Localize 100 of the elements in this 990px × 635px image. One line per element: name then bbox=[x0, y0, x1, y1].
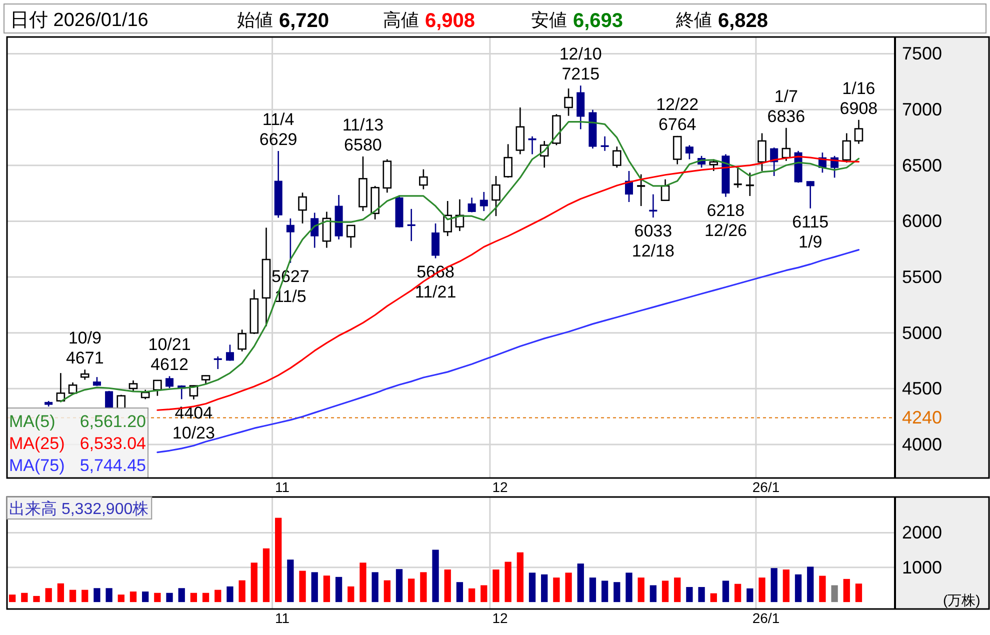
bar bbox=[601, 580, 608, 602]
text: 始値 6,720 bbox=[237, 10, 330, 32]
bar bbox=[662, 580, 669, 602]
bar bbox=[360, 562, 366, 602]
annotation: 12/22 6764 bbox=[656, 94, 699, 134]
bar bbox=[528, 572, 536, 602]
bar bbox=[238, 580, 246, 602]
bar bbox=[69, 590, 76, 602]
bar bbox=[432, 550, 439, 602]
candlestick bbox=[166, 376, 174, 389]
candlestick bbox=[770, 146, 778, 177]
bar bbox=[746, 588, 754, 602]
candlestick bbox=[310, 212, 319, 248]
y-tick-label: 2000 bbox=[902, 522, 942, 543]
bar bbox=[722, 580, 730, 602]
bar bbox=[468, 588, 476, 602]
bar bbox=[106, 588, 112, 602]
candlestick bbox=[854, 119, 864, 144]
bar bbox=[8, 594, 16, 602]
candlestick bbox=[504, 144, 512, 178]
candlestick bbox=[528, 136, 536, 155]
bar bbox=[94, 588, 100, 602]
bar bbox=[396, 569, 403, 602]
candlestick bbox=[758, 132, 766, 172]
bar bbox=[178, 588, 185, 602]
candlestick bbox=[516, 106, 525, 155]
bar bbox=[45, 588, 52, 602]
candlestick bbox=[576, 84, 585, 130]
candlestick bbox=[432, 222, 440, 259]
candlestick bbox=[128, 380, 138, 392]
series-label: MA(75) 5,744.45 bbox=[9, 456, 146, 475]
bar bbox=[614, 582, 620, 602]
bar bbox=[553, 578, 560, 602]
bar bbox=[33, 596, 40, 602]
candlestick bbox=[600, 136, 609, 152]
annotation: 11/4 6629 bbox=[259, 110, 298, 149]
text: 終値 6,828 bbox=[675, 10, 768, 32]
annotation: 10/9 4671 bbox=[66, 328, 104, 368]
bar bbox=[855, 584, 862, 602]
annotation: 10/21 4612 bbox=[148, 335, 191, 374]
annotation: 4404 10/23 bbox=[172, 403, 215, 442]
annotation: 11/13 6580 bbox=[342, 115, 384, 154]
annotation: 12/10 7215 bbox=[559, 44, 602, 84]
candlestick bbox=[286, 218, 294, 264]
bar bbox=[250, 562, 258, 602]
candlestick bbox=[492, 175, 500, 217]
bar bbox=[843, 578, 850, 602]
bar bbox=[444, 570, 451, 602]
bar bbox=[686, 587, 693, 602]
candlestick bbox=[806, 180, 814, 210]
y-tick-label: 1000 bbox=[902, 557, 942, 578]
x-tick-label: 26/1 bbox=[752, 610, 780, 626]
bar bbox=[372, 572, 378, 602]
legend: MA(5) 6,561.20 MA(25) 6,533.04 MA(75) 5,744.45 bbox=[6, 408, 148, 478]
annotation: 6033 12/18 bbox=[632, 222, 674, 261]
ref-line-label: 4240 bbox=[902, 408, 942, 428]
candlestick bbox=[612, 146, 622, 168]
annotation: 6115 1/9 bbox=[792, 212, 829, 252]
bar bbox=[782, 570, 790, 602]
bar bbox=[118, 594, 124, 602]
bar bbox=[807, 566, 814, 602]
bar bbox=[541, 574, 548, 602]
bar bbox=[408, 578, 415, 602]
bar bbox=[650, 585, 656, 602]
bar bbox=[262, 548, 270, 602]
candlestick bbox=[226, 344, 234, 362]
y-tick-label: 4500 bbox=[902, 378, 942, 399]
bar bbox=[492, 570, 500, 602]
candlestick bbox=[407, 208, 416, 242]
x-tick-label: 11 bbox=[275, 610, 290, 626]
candlestick bbox=[468, 197, 476, 213]
bar bbox=[674, 578, 681, 602]
bar bbox=[794, 574, 802, 602]
bar bbox=[516, 552, 524, 602]
bar bbox=[21, 592, 28, 602]
candlestick bbox=[214, 356, 222, 370]
bar bbox=[710, 593, 717, 602]
bar bbox=[420, 572, 427, 602]
bar bbox=[226, 586, 234, 602]
bar bbox=[504, 562, 512, 602]
volume-title: 出来高 5,332,900株 bbox=[6, 496, 152, 520]
bar bbox=[758, 578, 766, 602]
candlestick bbox=[649, 194, 658, 218]
candlestick bbox=[153, 379, 162, 396]
bar bbox=[323, 576, 330, 602]
bar bbox=[82, 590, 88, 602]
candlestick bbox=[480, 191, 488, 212]
x-tick-label: 26/1 bbox=[752, 479, 780, 495]
bar bbox=[166, 592, 173, 602]
bar bbox=[638, 578, 644, 602]
text: 高値 6,908 bbox=[383, 10, 476, 32]
candlestick bbox=[637, 174, 646, 207]
chart-title: 出来高 5,332,900株 bbox=[9, 500, 149, 518]
candlestick bbox=[80, 368, 90, 380]
y-tick-label: 7000 bbox=[902, 100, 942, 120]
bar bbox=[384, 580, 390, 602]
candlestick bbox=[564, 88, 573, 116]
candlestick bbox=[346, 224, 356, 248]
annotation: 1/16 6908 bbox=[840, 78, 878, 118]
candlestick bbox=[709, 158, 718, 172]
